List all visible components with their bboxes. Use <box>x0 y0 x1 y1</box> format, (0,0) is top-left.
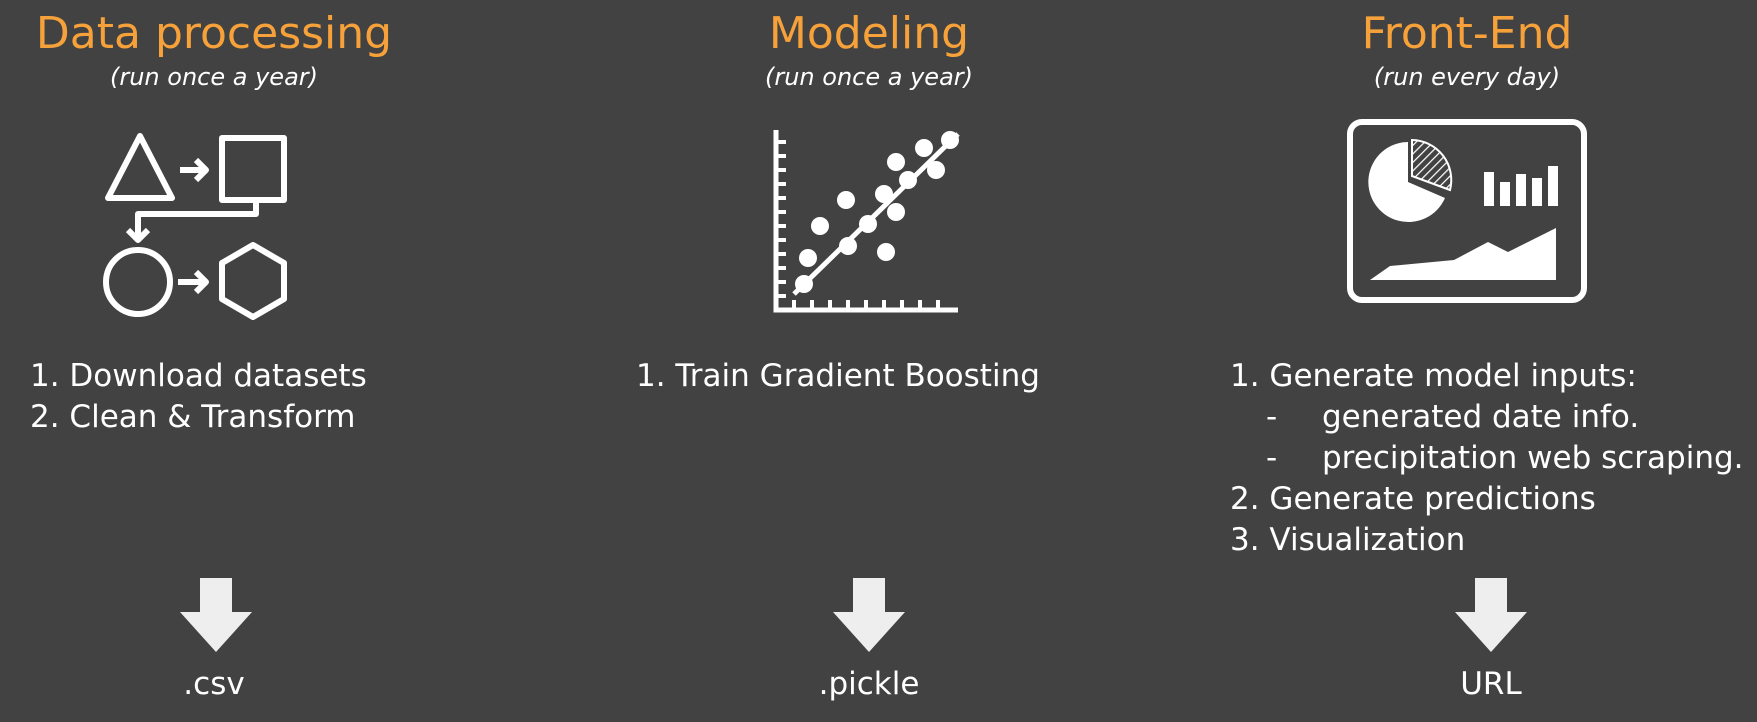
bullet-dash: - <box>1266 399 1278 435</box>
output-label: URL <box>1460 666 1522 702</box>
steps-list: 1. Download datasets 2. Clean & Transfor… <box>30 356 367 438</box>
list-item: 1. Download datasets <box>30 358 367 394</box>
column-title: Modeling <box>768 8 970 59</box>
column-subtitle: (run once a year) <box>764 63 974 91</box>
steps-list: 1. Generate model inputs: - generated dat… <box>1230 356 1744 561</box>
sub-item-text: precipitation web scraping. <box>1322 440 1744 476</box>
list-item: 1. Train Gradient Boosting <box>636 358 1040 394</box>
dashboard-icon <box>1347 119 1587 303</box>
column-subtitle: (run once a year) <box>109 63 319 91</box>
column-subtitle: (run every day) <box>1373 63 1561 91</box>
down-arrow-icon <box>1455 578 1527 652</box>
sub-item-text: generated date info. <box>1322 399 1640 435</box>
column-title: Data processing <box>35 8 393 59</box>
down-arrow-icon <box>833 578 905 652</box>
sub-list-item: - precipitation web scraping. <box>1230 438 1744 479</box>
steps-list: 1. Train Gradient Boosting <box>636 356 1040 397</box>
list-item: 1. Generate model inputs: <box>1230 358 1637 394</box>
data-transform-icon <box>103 133 287 320</box>
bullet-dash: - <box>1266 440 1278 476</box>
list-item: 2. Clean & Transform <box>30 399 356 435</box>
sub-list-item: - generated date info. <box>1230 397 1744 438</box>
list-item: 2. Generate predictions <box>1230 481 1596 517</box>
list-item: 3. Visualization <box>1230 522 1466 558</box>
output-label: .csv <box>183 666 245 702</box>
scatter-regression-icon <box>773 130 960 313</box>
down-arrow-icon <box>180 578 252 652</box>
output-label: .pickle <box>818 666 920 702</box>
column-title: Front-End <box>1361 8 1573 59</box>
